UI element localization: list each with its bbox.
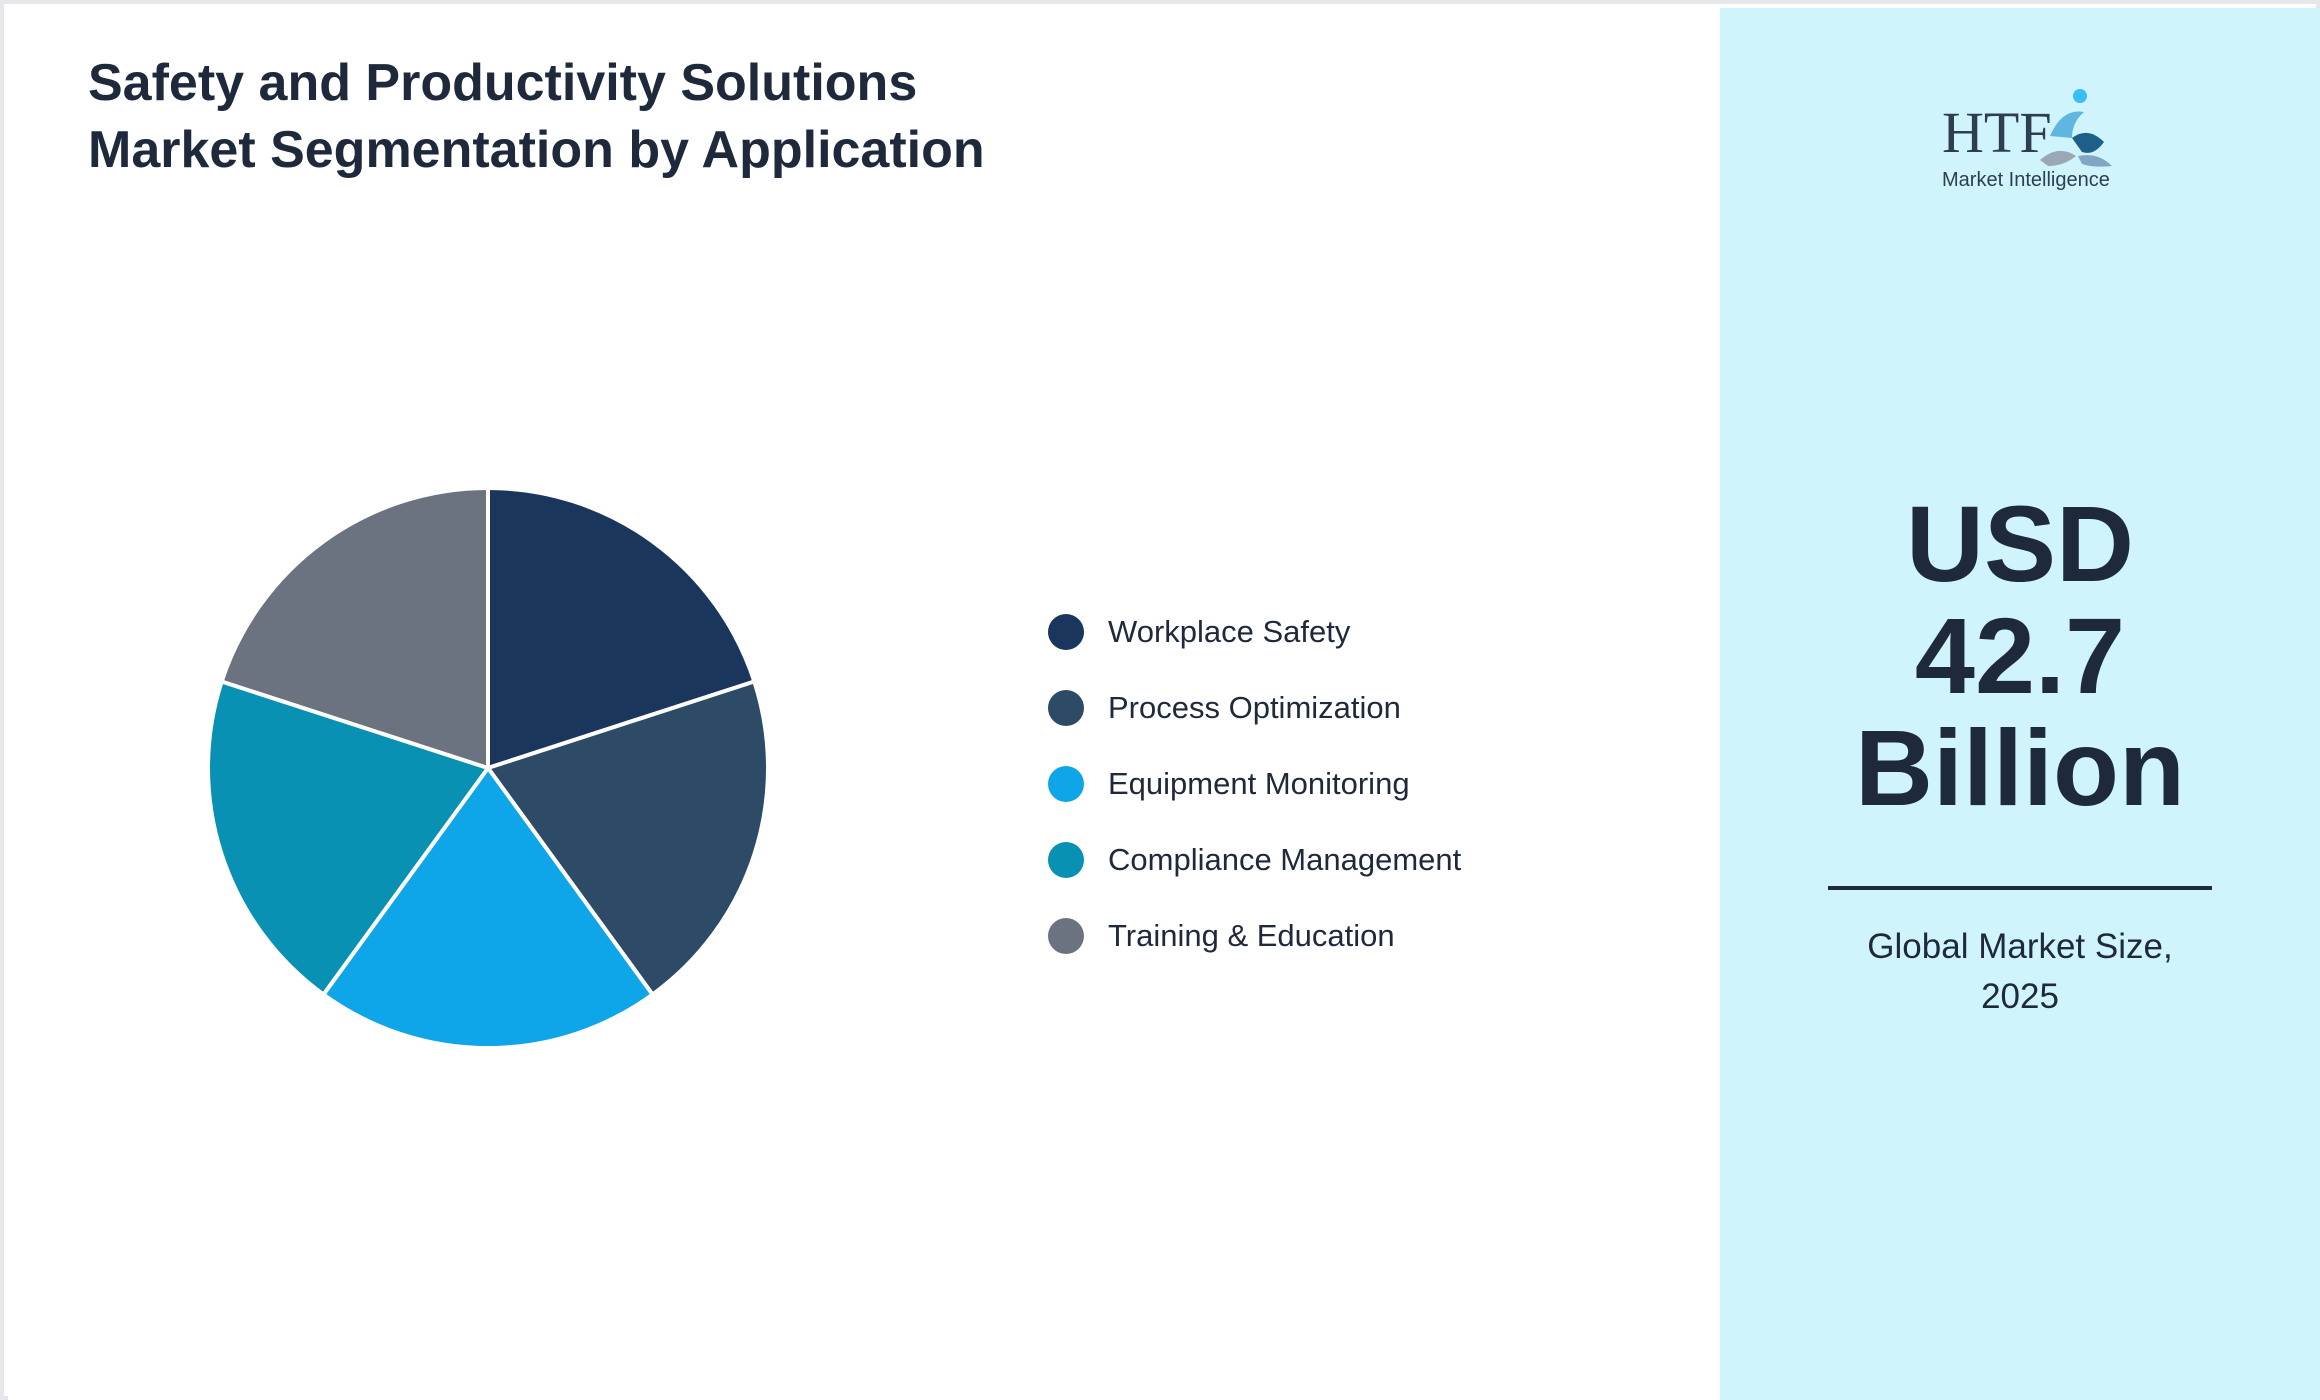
legend-item-equipment-monitoring: Equipment Monitoring (1048, 746, 1461, 822)
market-size-unit: Billion (1855, 707, 2185, 828)
market-size-caption: Global Market Size, 2025 (1720, 922, 2320, 1022)
legend-item-compliance-management: Compliance Management (1048, 822, 1461, 898)
legend-label: Training & Education (1108, 918, 1395, 953)
pie-slice-equipment-monitoring (321, 766, 655, 1050)
market-size-value: USD 42.7 Billion (1720, 488, 2320, 824)
legend-swatch (1048, 690, 1084, 726)
market-size-panel: HTF Market Intelligence USD 42.7 Billion… (1720, 8, 2320, 1400)
legend-swatch (1048, 918, 1084, 954)
chart-panel: Safety and Productivity Solutions Market… (8, 8, 1720, 1400)
legend-swatch (1048, 842, 1084, 878)
logo-tagline: Market Intelligence (1942, 169, 2110, 191)
market-size-number: 42.7 (1914, 595, 2126, 716)
legend-swatch (1048, 614, 1084, 650)
legend-label: Equipment Monitoring (1108, 766, 1410, 801)
logo-wordmark: HTF (1942, 100, 2052, 165)
chart-legend: Workplace Safety Process Optimization Equi… (1048, 594, 1461, 974)
divider (1828, 886, 2212, 890)
pie-chart (206, 486, 770, 1050)
legend-item-process-optimization: Process Optimization (1048, 670, 1461, 746)
pie-slice-workplace-safety (486, 486, 757, 770)
legend-label: Workplace Safety (1108, 614, 1351, 649)
pie-slice-process-optimization (486, 679, 770, 997)
pie-slice-training-education (219, 486, 490, 770)
caption-line-1: Global Market Size, (1867, 927, 2173, 966)
htf-logo-icon: HTF Market Intelligence (1942, 89, 2112, 191)
legend-swatch (1048, 766, 1084, 802)
legend-item-workplace-safety: Workplace Safety (1048, 594, 1461, 670)
market-size-currency: USD (1905, 483, 2135, 604)
legend-label: Process Optimization (1108, 690, 1401, 725)
caption-line-2: 2025 (1981, 977, 2059, 1016)
chart-title: Safety and Productivity Solutions Market… (88, 54, 985, 179)
legend-item-training-education: Training & Education (1048, 898, 1461, 974)
legend-label: Compliance Management (1108, 842, 1462, 877)
pie-slice-compliance-management (206, 679, 490, 997)
